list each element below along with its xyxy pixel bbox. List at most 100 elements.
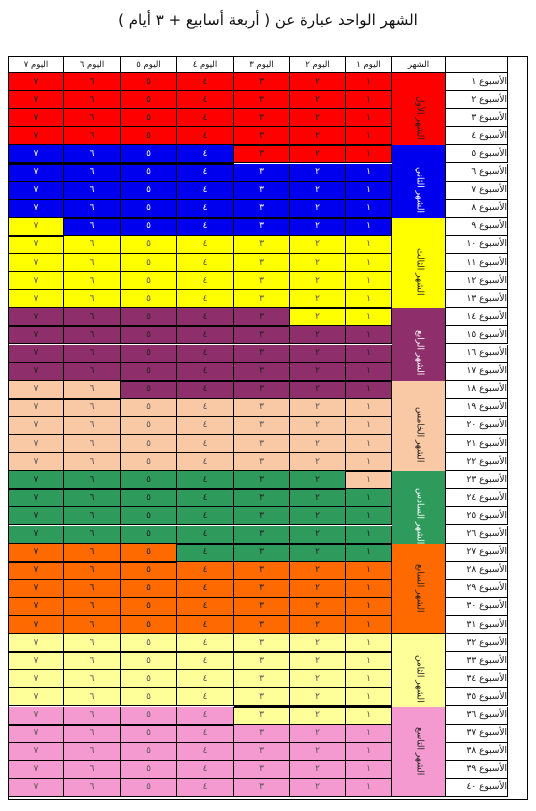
day-cell: ٢ [290,670,346,689]
day-cell: ٦ [64,778,121,797]
month-boundary-line [9,651,392,654]
week-label: الأسبوع ٣٠ [446,597,508,616]
day-cell: ١ [346,362,392,381]
day-cell: ١ [346,181,392,200]
day-cell: ١ [346,507,392,526]
day-cell: ٢ [290,326,346,345]
day-cell: ١ [346,579,392,598]
day-cell: ٥ [121,109,177,128]
week-label: الأسبوع ١٥ [446,326,508,345]
day-cell: ٢ [290,489,346,508]
day-cell: ٣ [234,235,290,254]
day-cell: ٥ [121,163,177,182]
day-cell: ٧ [9,724,64,743]
day-cell: ٣ [234,435,290,454]
day-cell: ٣ [234,507,290,526]
day-cell: ٣ [234,398,290,417]
week-label: الأسبوع ٣ [446,109,508,128]
day-cell: ٣ [234,163,290,182]
month-label: الشهر التاسع [392,706,446,797]
day-cell: ١ [346,706,392,725]
week-label: الأسبوع ١٠ [446,235,508,254]
day-cell: ١ [346,634,392,653]
day-cell: ٥ [121,181,177,200]
day-cell: ٥ [121,724,177,743]
day-cell: ٧ [9,760,64,779]
day-cell: ٢ [290,760,346,779]
day-cell: ٤ [177,435,234,454]
day-cell: ٣ [234,670,290,689]
day-cell: ٣ [234,308,290,327]
day-cell: ٢ [290,634,346,653]
week-label: الأسبوع ٣٦ [446,706,508,725]
day-cell: ٥ [121,254,177,273]
day-cell: ٦ [64,543,121,562]
day-cell: ١ [346,778,392,797]
day-cell: ٧ [9,616,64,635]
day-cell: ٢ [290,416,346,435]
day-cell: ٦ [64,489,121,508]
day-cell: ٦ [64,688,121,707]
day-cell: ٥ [121,489,177,508]
pregnancy-calendar-table: اليوم ٧ اليوم ٦ اليوم ٥ اليوم ٤ اليوم ٣ اليوم… [8,56,528,800]
day-cell: ٣ [234,91,290,110]
day-cell: ٢ [290,435,346,454]
day-cell: ٢ [290,742,346,761]
day-cell: ٣ [234,742,290,761]
day-cell: ٥ [121,652,177,671]
day-cell: ٢ [290,127,346,146]
day-cell: ٣ [234,688,290,707]
day-cell: ٥ [121,507,177,526]
week-label: الأسبوع ٣٨ [446,742,508,761]
week-label: الأسبوع ٢٧ [446,543,508,562]
day-cell: ٢ [290,272,346,291]
day-cell: ٥ [121,471,177,490]
week-label: الأسبوع ٩ [446,217,508,236]
day-cell: ٥ [121,579,177,598]
day-cell: ١ [346,91,392,110]
week-label: الأسبوع ٣٢ [446,634,508,653]
day-cell: ٤ [177,181,234,200]
day-cell: ٧ [9,109,64,128]
day-cell: ٤ [177,398,234,417]
day-cell: ٤ [177,597,234,616]
day-cell: ٧ [9,73,64,92]
day-cell: ٦ [64,308,121,327]
day-cell: ١ [346,235,392,254]
day-cell: ٢ [290,579,346,598]
day-cell: ٢ [290,109,346,128]
week-label: الأسبوع ٢ [446,91,508,110]
week-label: الأسبوع ٢٣ [446,471,508,490]
day-cell: ٢ [290,145,346,164]
day-cell: ٢ [290,362,346,381]
day-cell: ٦ [64,344,121,363]
day-cell: ٤ [177,290,234,309]
day-cell: ٤ [177,163,234,182]
day-cell: ٧ [9,290,64,309]
day-cell: ٦ [64,380,121,399]
day-cell: ٤ [177,634,234,653]
month-label: الشهر الخامس [392,380,446,490]
week-label: الأسبوع ٣٧ [446,724,508,743]
day-cell: ٤ [177,326,234,345]
day-cell: ٤ [177,652,234,671]
day-cell: ٢ [290,561,346,580]
day-cell: ٤ [177,145,234,164]
day-cell: ٦ [64,597,121,616]
day-cell: ١ [346,742,392,761]
week-label: الأسبوع ٢١ [446,435,508,454]
day-cell: ٧ [9,326,64,345]
day-cell: ٣ [234,579,290,598]
day-cell: ٤ [177,489,234,508]
day-cell: ٣ [234,217,290,236]
day-cell: ٢ [290,73,346,92]
day-cell: ٦ [64,525,121,544]
day-cell: ٦ [64,181,121,200]
day-cell: ٥ [121,73,177,92]
day-cell: ١ [346,380,392,399]
day-cell: ٥ [121,362,177,381]
day-cell: ٢ [290,290,346,309]
day-cell: ٧ [9,634,64,653]
day-cell: ٤ [177,616,234,635]
day-cell: ٢ [290,616,346,635]
